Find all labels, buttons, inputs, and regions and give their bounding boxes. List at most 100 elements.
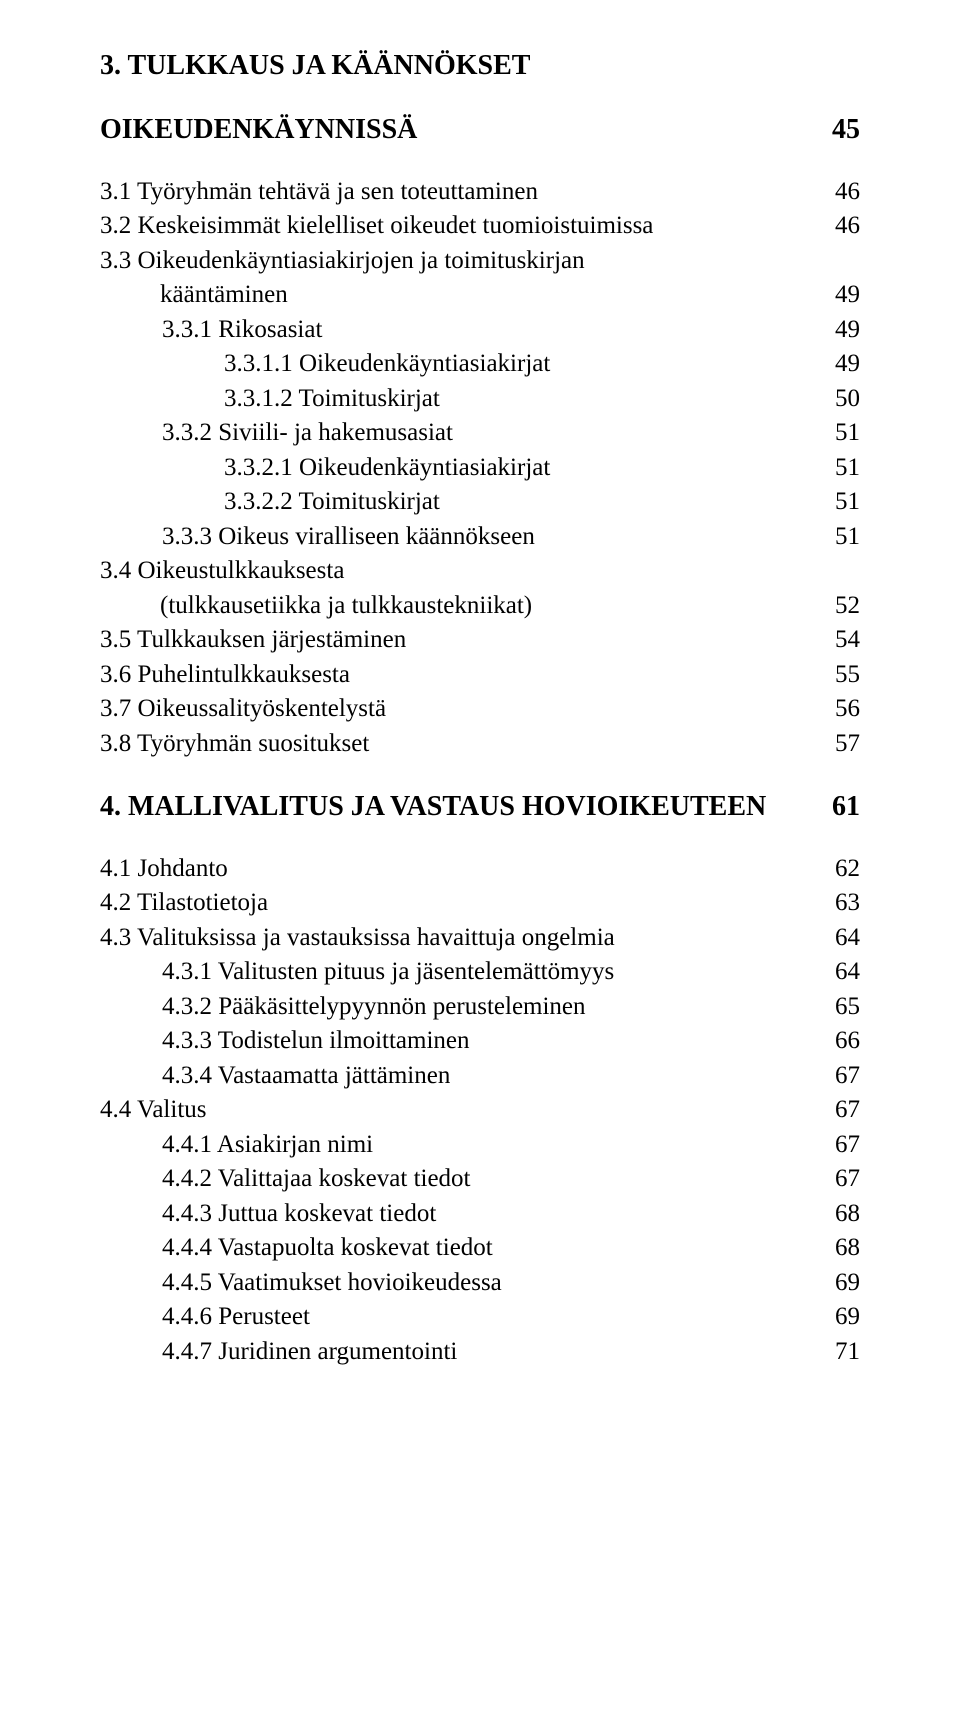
toc-entry: 3.3.1.1 Oikeudenkäyntiasiakirjat49 bbox=[100, 347, 860, 382]
toc-entry: 3.3.2 Siviili- ja hakemusasiat51 bbox=[100, 416, 860, 451]
toc-entry-pagenum: 64 bbox=[820, 921, 860, 956]
toc-entry-pagenum: 67 bbox=[820, 1128, 860, 1163]
toc-entry-pagenum: 68 bbox=[820, 1197, 860, 1232]
toc-entry: 4.4.5 Vaatimukset hovioikeudessa69 bbox=[100, 1266, 860, 1301]
toc-entry-pagenum: 67 bbox=[820, 1162, 860, 1197]
toc-entry-pagenum: 45 bbox=[820, 112, 860, 148]
toc-entry-text: 3.3.3 Oikeus viralliseen käännökseen bbox=[100, 520, 820, 555]
toc-entry: 3.3.2.1 Oikeudenkäyntiasiakirjat51 bbox=[100, 451, 860, 486]
toc-entry-text: 4.3.3 Todistelun ilmoittaminen bbox=[100, 1024, 820, 1059]
toc-entry-pagenum: 56 bbox=[820, 692, 860, 727]
toc-entry-text: 4.2 Tilastotietoja bbox=[100, 886, 820, 921]
toc-entry: 4.4 Valitus67 bbox=[100, 1093, 860, 1128]
toc-entry-text: 4.4.6 Perusteet bbox=[100, 1300, 820, 1335]
toc-entry-pagenum: 57 bbox=[820, 727, 860, 762]
toc-entry-pagenum: 50 bbox=[820, 382, 860, 417]
toc-entry-pagenum: 61 bbox=[820, 789, 860, 825]
toc-entry: 4.4.6 Perusteet69 bbox=[100, 1300, 860, 1335]
toc-entry-text: 3.1 Työryhmän tehtävä ja sen toteuttamin… bbox=[100, 175, 820, 210]
toc-entry: 3.3.2.2 Toimituskirjat51 bbox=[100, 485, 860, 520]
toc-entry: 4.4.2 Valittajaa koskevat tiedot67 bbox=[100, 1162, 860, 1197]
toc-entry-pagenum: 51 bbox=[820, 451, 860, 486]
toc-entry-text: 3.3.2.1 Oikeudenkäyntiasiakirjat bbox=[100, 451, 820, 486]
toc-entry-pagenum: 71 bbox=[820, 1335, 860, 1370]
toc-entry-pagenum: 64 bbox=[820, 955, 860, 990]
toc-entry-pagenum: 69 bbox=[820, 1300, 860, 1335]
toc-entry-pagenum: 46 bbox=[820, 175, 860, 210]
toc-entry: 3.8 Työryhmän suositukset57 bbox=[100, 727, 860, 762]
toc-entry-text: 4. MALLIVALITUS JA VASTAUS HOVIOIKEUTEEN bbox=[100, 789, 820, 825]
toc-entry-text: 3.3.1 Rikosasiat bbox=[100, 313, 820, 348]
toc-entry-text: 3.6 Puhelintulkkauksesta bbox=[100, 658, 820, 693]
toc-entry-text: 3. TULKKAUS JA KÄÄNNÖKSET bbox=[100, 48, 820, 84]
toc-entry: 3.3 Oikeudenkäyntiasiakirjojen ja toimit… bbox=[100, 244, 860, 279]
table-of-contents: 3. TULKKAUS JA KÄÄNNÖKSET OIKEUDENKÄYNNIS… bbox=[100, 48, 860, 1369]
toc-entry-pagenum: 49 bbox=[820, 347, 860, 382]
toc-entry: 4.4.3 Juttua koskevat tiedot68 bbox=[100, 1197, 860, 1232]
toc-entry-text: kääntäminen bbox=[100, 278, 820, 313]
toc-entry-text: 4.4.5 Vaatimukset hovioikeudessa bbox=[100, 1266, 820, 1301]
toc-entry-text: 4.4 Valitus bbox=[100, 1093, 820, 1128]
toc-entry-pagenum: 65 bbox=[820, 990, 860, 1025]
toc-entry: 3.7 Oikeussalityöskentelystä56 bbox=[100, 692, 860, 727]
toc-entry-text: 3.5 Tulkkauksen järjestäminen bbox=[100, 623, 820, 658]
toc-entry-text: 4.3.2 Pääkäsittelypyynnön perusteleminen bbox=[100, 990, 820, 1025]
toc-entry-text: 4.4.2 Valittajaa koskevat tiedot bbox=[100, 1162, 820, 1197]
toc-entry: 4.3.2 Pääkäsittelypyynnön perusteleminen… bbox=[100, 990, 860, 1025]
toc-entry-text: 3.3 Oikeudenkäyntiasiakirjojen ja toimit… bbox=[100, 244, 820, 279]
toc-entry: 4.3.3 Todistelun ilmoittaminen66 bbox=[100, 1024, 860, 1059]
toc-entry-text: OIKEUDENKÄYNNISSÄ bbox=[100, 112, 820, 148]
toc-entry: 4.3.1 Valitusten pituus ja jäsentelemätt… bbox=[100, 955, 860, 990]
toc-entry-pagenum: 51 bbox=[820, 520, 860, 555]
toc-entry: 3. TULKKAUS JA KÄÄNNÖKSET bbox=[100, 48, 860, 84]
toc-entry-pagenum: 63 bbox=[820, 886, 860, 921]
toc-entry-pagenum: 67 bbox=[820, 1093, 860, 1128]
toc-entry: 3.1 Työryhmän tehtävä ja sen toteuttamin… bbox=[100, 175, 860, 210]
toc-entry: 4.3 Valituksissa ja vastauksissa havaitt… bbox=[100, 921, 860, 956]
toc-entry: 3.5 Tulkkauksen järjestäminen54 bbox=[100, 623, 860, 658]
toc-entry: 4.4.4 Vastapuolta koskevat tiedot68 bbox=[100, 1231, 860, 1266]
toc-entry-text: 4.4.3 Juttua koskevat tiedot bbox=[100, 1197, 820, 1232]
toc-entry-text: 3.3.2 Siviili- ja hakemusasiat bbox=[100, 416, 820, 451]
toc-entry: 4. MALLIVALITUS JA VASTAUS HOVIOIKEUTEEN… bbox=[100, 789, 860, 825]
toc-entry-text: 4.4.7 Juridinen argumentointi bbox=[100, 1335, 820, 1370]
toc-entry-text: 3.8 Työryhmän suositukset bbox=[100, 727, 820, 762]
toc-entry-pagenum: 66 bbox=[820, 1024, 860, 1059]
toc-entry: (tulkkausetiikka ja tulkkaustekniikat)52 bbox=[100, 589, 860, 624]
toc-entry-text: 4.4.1 Asiakirjan nimi bbox=[100, 1128, 820, 1163]
toc-entry-text: 4.4.4 Vastapuolta koskevat tiedot bbox=[100, 1231, 820, 1266]
toc-entry-pagenum: 55 bbox=[820, 658, 860, 693]
toc-entry-text: 4.3.4 Vastaamatta jättäminen bbox=[100, 1059, 820, 1094]
toc-entry-text: 4.1 Johdanto bbox=[100, 852, 820, 887]
toc-entry: 3.3.1.2 Toimituskirjat50 bbox=[100, 382, 860, 417]
toc-entry-text: 3.7 Oikeussalityöskentelystä bbox=[100, 692, 820, 727]
toc-entry-text: 3.4 Oikeustulkkauksesta bbox=[100, 554, 820, 589]
toc-entry-pagenum: 68 bbox=[820, 1231, 860, 1266]
toc-entry-pagenum: 51 bbox=[820, 416, 860, 451]
toc-entry: 4.3.4 Vastaamatta jättäminen67 bbox=[100, 1059, 860, 1094]
toc-entry-text: 3.3.2.2 Toimituskirjat bbox=[100, 485, 820, 520]
toc-entry-pagenum: 46 bbox=[820, 209, 860, 244]
toc-entry: 3.6 Puhelintulkkauksesta55 bbox=[100, 658, 860, 693]
toc-entry-pagenum: 49 bbox=[820, 278, 860, 313]
toc-entry-text: (tulkkausetiikka ja tulkkaustekniikat) bbox=[100, 589, 820, 624]
toc-entry-pagenum: 54 bbox=[820, 623, 860, 658]
toc-entry-pagenum: 62 bbox=[820, 852, 860, 887]
toc-entry: 4.4.1 Asiakirjan nimi67 bbox=[100, 1128, 860, 1163]
toc-entry: 3.3.3 Oikeus viralliseen käännökseen51 bbox=[100, 520, 860, 555]
toc-entry-text: 3.2 Keskeisimmät kielelliset oikeudet tu… bbox=[100, 209, 820, 244]
toc-entry: 3.2 Keskeisimmät kielelliset oikeudet tu… bbox=[100, 209, 860, 244]
toc-entry-pagenum: 52 bbox=[820, 589, 860, 624]
toc-entry: 3.3.1 Rikosasiat49 bbox=[100, 313, 860, 348]
page: 3. TULKKAUS JA KÄÄNNÖKSET OIKEUDENKÄYNNIS… bbox=[0, 0, 960, 1720]
toc-entry-pagenum: 67 bbox=[820, 1059, 860, 1094]
toc-entry-pagenum: 49 bbox=[820, 313, 860, 348]
toc-entry: 4.4.7 Juridinen argumentointi71 bbox=[100, 1335, 860, 1370]
toc-entry: 4.1 Johdanto62 bbox=[100, 852, 860, 887]
toc-entry-pagenum: 51 bbox=[820, 485, 860, 520]
toc-entry-text: 3.3.1.2 Toimituskirjat bbox=[100, 382, 820, 417]
toc-entry-text: 4.3 Valituksissa ja vastauksissa havaitt… bbox=[100, 921, 820, 956]
toc-entry-text: 4.3.1 Valitusten pituus ja jäsentelemätt… bbox=[100, 955, 820, 990]
toc-entry: kääntäminen49 bbox=[100, 278, 860, 313]
toc-entry: 4.2 Tilastotietoja63 bbox=[100, 886, 860, 921]
